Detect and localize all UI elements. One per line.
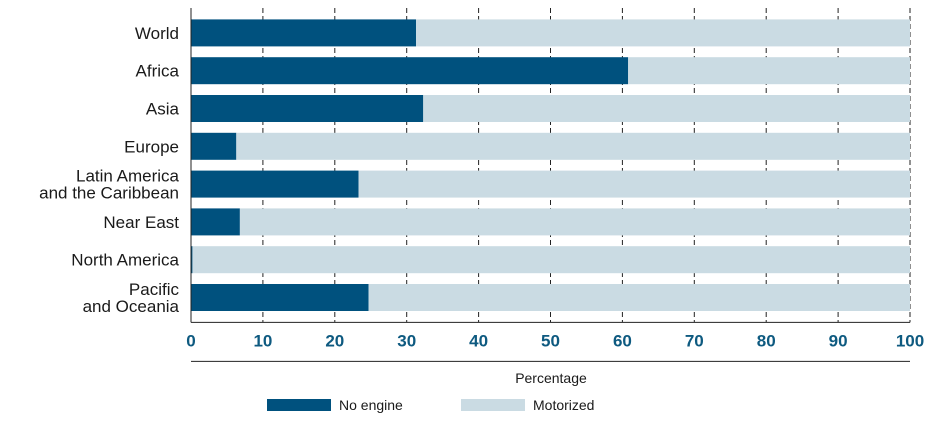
- category-label: Near East: [103, 213, 179, 232]
- category-label: Pacific: [129, 280, 180, 299]
- x-tick-label: 10: [253, 331, 272, 350]
- category-label: Europe: [124, 137, 179, 156]
- bar-no-engine: [191, 246, 193, 274]
- x-axis-title: Percentage: [515, 370, 587, 386]
- x-tick-label: 20: [325, 331, 344, 350]
- x-tick-label: 90: [829, 331, 848, 350]
- category-label: and the Caribbean: [39, 184, 179, 203]
- x-tick-label: 70: [685, 331, 704, 350]
- bar-no-engine: [191, 284, 369, 311]
- legend-label-no-engine: No engine: [339, 397, 403, 413]
- gridlines: [262, 8, 911, 323]
- legend-swatch-motorized: [461, 399, 525, 411]
- bars: [191, 19, 911, 311]
- category-label: North America: [71, 251, 179, 270]
- category-label: Africa: [136, 62, 180, 81]
- x-tick-label: 50: [541, 331, 560, 350]
- bar-motorized: [192, 246, 911, 274]
- bar-no-engine: [191, 132, 237, 160]
- bar-no-engine: [191, 170, 359, 198]
- category-label: Latin America: [76, 167, 180, 186]
- category-label: World: [135, 24, 179, 43]
- legend-swatch-no-engine: [267, 399, 331, 411]
- bar-motorized: [368, 284, 910, 311]
- x-tick-label: 60: [613, 331, 632, 350]
- bar-no-engine: [191, 95, 424, 122]
- x-tick-label: 0: [186, 331, 195, 350]
- category-label: and Oceania: [83, 297, 180, 316]
- x-tick-label: 30: [397, 331, 416, 350]
- bar-motorized: [239, 208, 911, 236]
- bar-no-engine: [191, 57, 629, 85]
- bar-no-engine: [191, 19, 417, 47]
- bar-motorized: [416, 19, 910, 47]
- x-tick-label: 40: [469, 331, 488, 350]
- legend-label-motorized: Motorized: [533, 397, 594, 413]
- bar-motorized: [236, 132, 910, 160]
- bar-motorized: [358, 170, 911, 198]
- x-tick-label: 80: [757, 331, 776, 350]
- bar-no-engine: [191, 208, 240, 236]
- legend: No engine Motorized: [267, 397, 594, 413]
- x-tick-label: 100: [896, 331, 924, 350]
- x-axis: 0 10 20 30 40 50 60 70 80 90 100: [186, 8, 924, 362]
- bar-motorized: [423, 95, 910, 122]
- category-label: Asia: [146, 100, 180, 119]
- bar-motorized: [628, 57, 910, 85]
